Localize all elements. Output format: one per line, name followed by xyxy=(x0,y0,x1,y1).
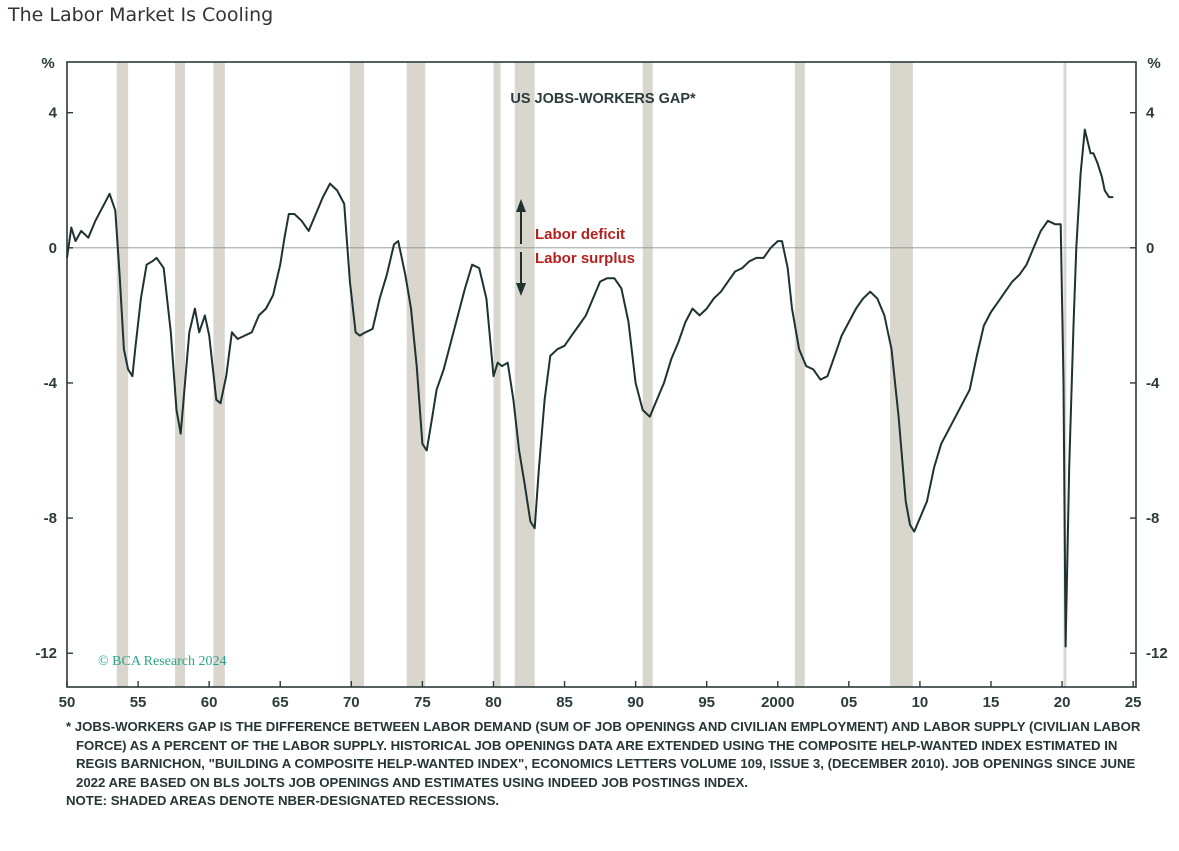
plot-frame xyxy=(66,61,1137,688)
x-tick-label: 95 xyxy=(698,694,715,711)
y-tick-label-right: -8 xyxy=(1146,510,1159,527)
y-axis-unit-right: % xyxy=(1147,55,1160,72)
y-tick-label-right: 0 xyxy=(1146,240,1154,257)
labor-deficit-label: Labor deficit xyxy=(535,226,625,243)
arrow-up-head xyxy=(516,199,526,212)
y-tick-label-left: -4 xyxy=(44,375,58,392)
footnotes: * JOBS-WORKERS GAP IS THE DIFFERENCE BET… xyxy=(66,718,1156,811)
y-tick-label-left: -12 xyxy=(35,645,57,662)
x-tick-label: 15 xyxy=(983,694,1000,711)
x-tick-label: 50 xyxy=(59,694,76,711)
y-tick-label-left: 0 xyxy=(49,240,57,257)
chart: 50 55 60 65 70 75 80 85 90 95 2000 05 10 15 20 25 4 4 0 0 -4… xyxy=(35,55,1167,711)
y-axis-unit-left: % xyxy=(41,55,54,72)
footnote-definition: * JOBS-WORKERS GAP IS THE DIFFERENCE BET… xyxy=(66,719,1141,790)
x-tick-label: 75 xyxy=(414,694,431,711)
y-tick-label-left: 4 xyxy=(49,105,58,122)
y-tick-label-right: -12 xyxy=(1146,645,1168,662)
x-tick-label: 70 xyxy=(343,694,360,711)
labor-surplus-label: Labor surplus xyxy=(535,250,635,267)
deficit-surplus-arrow xyxy=(516,199,526,296)
x-tick-label: 60 xyxy=(201,694,218,711)
recession-band xyxy=(175,62,185,687)
recession-band xyxy=(493,62,501,687)
recession-band xyxy=(794,62,805,687)
x-tick-label: 80 xyxy=(485,694,502,711)
y-tick-label-right: 4 xyxy=(1146,105,1155,122)
recession-bands xyxy=(116,62,1067,687)
footnote-recession-note: NOTE: SHADED AREAS DENOTE NBER-DESIGNATE… xyxy=(66,793,500,808)
recession-band xyxy=(116,62,129,687)
y-tick-label-left: -8 xyxy=(44,510,57,527)
series-line-jobs-workers-gap xyxy=(66,128,1114,648)
arrow-down-head xyxy=(516,283,526,296)
x-tick-label: 85 xyxy=(556,694,573,711)
recession-band xyxy=(642,62,653,687)
y-tick-label-right: -4 xyxy=(1146,375,1160,392)
chart-title: US JOBS-WORKERS GAP* xyxy=(510,91,696,107)
recession-band xyxy=(213,62,225,687)
recession-band xyxy=(890,62,913,687)
x-tick-label: 25 xyxy=(1125,694,1142,711)
recession-band xyxy=(1063,62,1067,687)
x-tick-label: 55 xyxy=(130,694,147,711)
x-tick-label: 2000 xyxy=(761,694,794,711)
axis-ticks: 50 55 60 65 70 75 80 85 90 95 2000 05 10 15 20 25 4 4 0 0 -4… xyxy=(35,105,1167,711)
recession-band xyxy=(406,62,426,687)
x-tick-label: 20 xyxy=(1054,694,1071,711)
x-tick-label: 10 xyxy=(912,694,929,711)
x-tick-label: 90 xyxy=(627,694,644,711)
x-tick-label: 05 xyxy=(841,694,858,711)
x-tick-label: 65 xyxy=(272,694,289,711)
page-title: The Labor Market Is Cooling xyxy=(8,4,274,26)
recession-band xyxy=(349,62,365,687)
recession-band xyxy=(514,62,535,687)
copyright-label: © BCA Research 2024 xyxy=(98,654,226,669)
